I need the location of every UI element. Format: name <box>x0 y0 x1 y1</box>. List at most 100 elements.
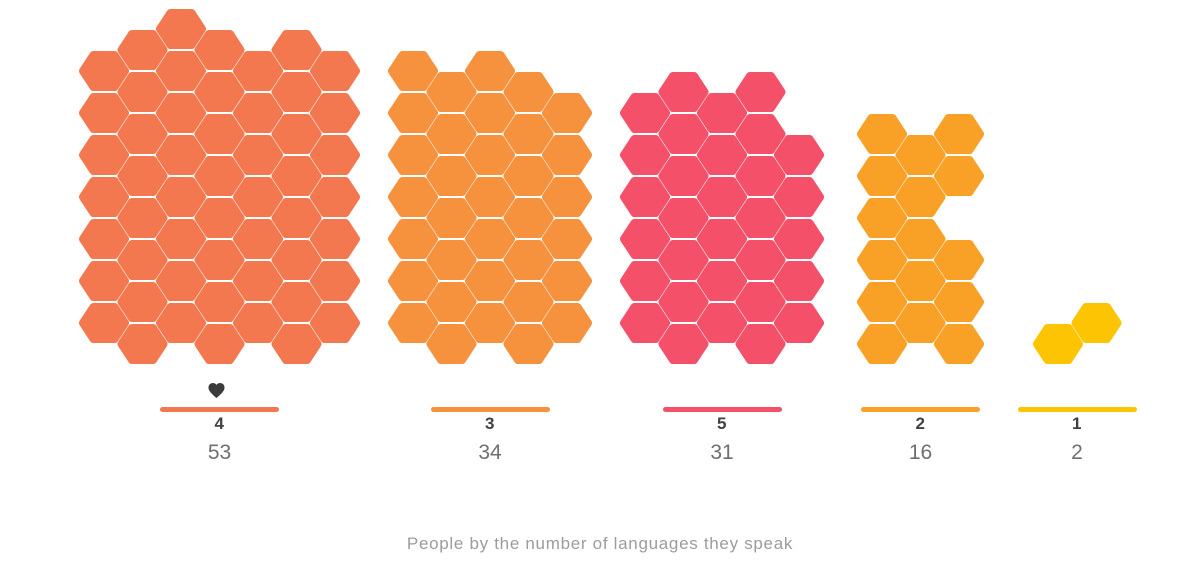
hexagon <box>697 303 747 343</box>
hexagon <box>194 156 245 196</box>
hexagon <box>233 303 283 343</box>
category-bar-5 <box>662 407 782 412</box>
hexagon <box>857 324 907 364</box>
hexagon <box>194 198 245 238</box>
hexagon <box>658 114 709 154</box>
hexagon <box>194 114 245 154</box>
hexagon <box>620 219 670 259</box>
hexagon <box>503 114 554 154</box>
hexagon <box>388 261 438 301</box>
hexagon <box>233 261 283 301</box>
hexagon <box>271 30 322 70</box>
category-value-4: 53 <box>207 441 232 464</box>
hexagon <box>697 93 747 133</box>
category-value-3: 34 <box>478 441 502 464</box>
hexagon <box>310 219 360 259</box>
hexagon <box>310 261 360 301</box>
hexagon <box>503 198 554 238</box>
hexagon <box>194 72 245 112</box>
hexagon <box>465 261 515 301</box>
hexagon <box>388 219 438 259</box>
hexagon <box>233 177 283 217</box>
hexagon <box>658 324 709 364</box>
hexagon <box>426 324 477 364</box>
hexagon <box>895 219 946 259</box>
hexagon <box>156 219 206 259</box>
category-value-5: 31 <box>710 441 734 464</box>
hexagon <box>620 303 670 343</box>
hexagon <box>1071 303 1122 343</box>
hexagon <box>542 177 592 217</box>
hexagon <box>465 51 515 91</box>
hexagon <box>233 219 283 259</box>
hexagon <box>934 324 984 364</box>
hex-cluster-2 <box>857 114 984 364</box>
hexagon <box>542 303 592 343</box>
hexagon <box>233 93 283 133</box>
hexagon <box>426 240 477 280</box>
category-bar-1 <box>1017 407 1137 412</box>
hexagon <box>658 198 709 238</box>
hexagon <box>310 303 360 343</box>
hexagon <box>735 282 786 322</box>
hexagon <box>117 198 168 238</box>
hexagon <box>194 240 245 280</box>
hexagon <box>194 324 245 364</box>
hexagon <box>426 198 477 238</box>
hex-cluster-5 <box>620 72 824 364</box>
hexagon <box>79 261 129 301</box>
hexagon <box>465 135 515 175</box>
hexagon <box>388 177 438 217</box>
hexagon <box>774 135 824 175</box>
hexagon <box>271 72 322 112</box>
hexagon <box>117 324 168 364</box>
hexagon <box>697 135 747 175</box>
hexagon <box>79 303 129 343</box>
hexagon <box>117 30 168 70</box>
hexagon <box>774 177 824 217</box>
chart-caption: People by the number of languages they s… <box>406 534 794 553</box>
hexagon <box>542 93 592 133</box>
hexagon <box>658 282 709 322</box>
category-bar-2 <box>861 407 980 412</box>
category-label-4: 4 <box>214 414 225 433</box>
category-label-5: 5 <box>717 414 727 433</box>
hexagon <box>934 156 984 196</box>
hexagon <box>774 261 824 301</box>
hexagon <box>117 72 168 112</box>
hexagon <box>697 177 747 217</box>
hexagon <box>310 177 360 217</box>
hexagon <box>426 72 477 112</box>
hexagon <box>79 93 129 133</box>
hexagon <box>79 219 129 259</box>
hexagon <box>233 135 283 175</box>
hexagon <box>735 114 786 154</box>
hex-cluster-4 <box>79 9 360 364</box>
hexagon <box>895 135 946 175</box>
hexagon <box>426 156 477 196</box>
hexagon <box>156 261 206 301</box>
hexagon <box>194 282 245 322</box>
hexagon <box>697 261 747 301</box>
hexagon <box>895 261 946 301</box>
hexagon <box>620 261 670 301</box>
hexagon <box>310 51 360 91</box>
category-value-1: 2 <box>1071 441 1083 464</box>
hexagon <box>542 261 592 301</box>
hexagon <box>774 219 824 259</box>
hexagon <box>620 177 670 217</box>
hexagon <box>388 51 438 91</box>
hexagon <box>156 177 206 217</box>
hexagon <box>542 135 592 175</box>
hexagon <box>620 135 670 175</box>
hexagon <box>503 240 554 280</box>
hexagon <box>895 177 946 217</box>
hexagon <box>194 30 245 70</box>
hexagon <box>857 198 907 238</box>
category-bar-3 <box>430 407 550 412</box>
hexagon <box>658 240 709 280</box>
hexagon <box>658 156 709 196</box>
hexagon <box>156 303 206 343</box>
hexagon <box>156 93 206 133</box>
